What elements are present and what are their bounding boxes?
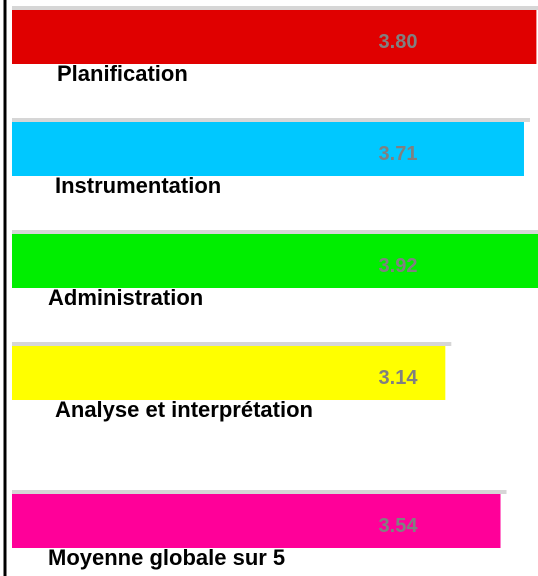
bar-2: [12, 122, 524, 176]
bar-shadow: [12, 6, 538, 10]
bar-shadow: [12, 342, 452, 346]
bar-value-label: 3.80: [379, 31, 418, 53]
bar-1: [12, 10, 537, 64]
bar-shadow: [12, 118, 530, 122]
category-label: Analyse et interprétation: [55, 397, 313, 422]
bar-value-label: 3.92: [379, 255, 418, 277]
category-label: Administration: [48, 285, 203, 310]
bar-3: [12, 234, 538, 288]
bars-group: 3.80 Planification 3.71 Instrumentation 3.92…: [12, 6, 538, 570]
bar-shadow: [12, 490, 507, 494]
category-label: Moyenne globale sur 5: [48, 545, 285, 570]
bar-value-label: 3.14: [379, 367, 419, 389]
bar-4: [12, 346, 446, 400]
category-label: Instrumentation: [55, 173, 221, 198]
bar-value-label: 3.71: [379, 143, 418, 165]
bar-shadow: [12, 230, 538, 234]
category-label: Planification: [57, 61, 188, 86]
bar-value-label: 3.54: [379, 515, 419, 537]
bar-5: [12, 494, 501, 548]
